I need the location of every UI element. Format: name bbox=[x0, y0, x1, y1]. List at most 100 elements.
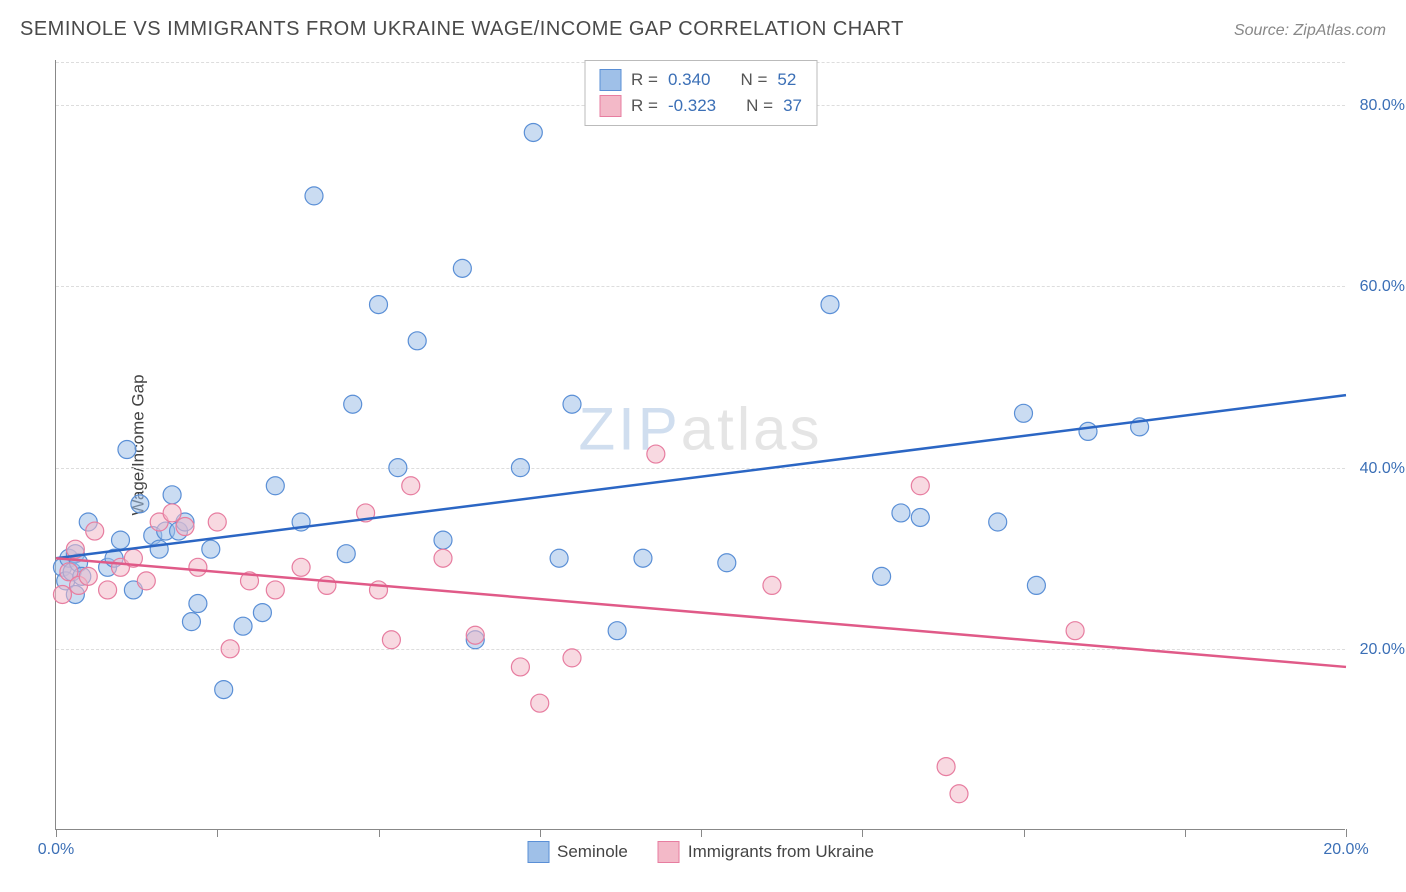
data-point bbox=[79, 567, 97, 585]
data-point bbox=[389, 459, 407, 477]
data-point bbox=[989, 513, 1007, 531]
source-label: Source: ZipAtlas.com bbox=[1234, 22, 1386, 40]
data-point bbox=[305, 187, 323, 205]
data-point bbox=[292, 558, 310, 576]
data-point bbox=[1079, 422, 1097, 440]
data-point bbox=[163, 504, 181, 522]
data-point bbox=[112, 531, 130, 549]
data-point bbox=[718, 554, 736, 572]
data-point bbox=[344, 395, 362, 413]
data-point bbox=[137, 572, 155, 590]
xtick-label: 20.0% bbox=[1323, 841, 1368, 859]
data-point bbox=[911, 508, 929, 526]
data-point bbox=[234, 617, 252, 635]
bottom-legend: Seminole Immigrants from Ukraine bbox=[527, 841, 874, 863]
data-point bbox=[202, 540, 220, 558]
data-point bbox=[118, 441, 136, 459]
legend-swatch-1 bbox=[527, 841, 549, 863]
data-point bbox=[1066, 622, 1084, 640]
chart-title: SEMINOLE VS IMMIGRANTS FROM UKRAINE WAGE… bbox=[20, 18, 904, 41]
data-point bbox=[511, 658, 529, 676]
data-point bbox=[86, 522, 104, 540]
xtick bbox=[540, 829, 541, 837]
data-point bbox=[266, 477, 284, 495]
swatch-series-1 bbox=[599, 69, 621, 91]
trend-line bbox=[56, 395, 1346, 558]
xtick bbox=[701, 829, 702, 837]
data-point bbox=[453, 259, 471, 277]
ytick-label: 40.0% bbox=[1350, 460, 1405, 478]
xtick bbox=[217, 829, 218, 837]
data-point bbox=[382, 631, 400, 649]
xtick bbox=[56, 829, 57, 837]
data-point bbox=[892, 504, 910, 522]
ytick-label: 20.0% bbox=[1350, 641, 1405, 659]
data-point bbox=[370, 296, 388, 314]
xtick bbox=[379, 829, 380, 837]
data-point bbox=[524, 123, 542, 141]
xtick-label: 0.0% bbox=[38, 841, 74, 859]
xtick bbox=[1185, 829, 1186, 837]
trend-line bbox=[56, 558, 1346, 667]
data-point bbox=[911, 477, 929, 495]
stats-row-series-2: R = -0.323 N = 37 bbox=[599, 93, 802, 119]
legend-label-1: Seminole bbox=[557, 842, 628, 862]
data-point bbox=[208, 513, 226, 531]
data-point bbox=[1015, 404, 1033, 422]
xtick bbox=[1024, 829, 1025, 837]
chart-header: SEMINOLE VS IMMIGRANTS FROM UKRAINE WAGE… bbox=[20, 18, 1386, 41]
data-point bbox=[163, 486, 181, 504]
data-point bbox=[408, 332, 426, 350]
stat-r-label: R = bbox=[631, 96, 658, 116]
data-point bbox=[531, 694, 549, 712]
data-point bbox=[402, 477, 420, 495]
ytick-label: 80.0% bbox=[1350, 97, 1405, 115]
data-point bbox=[634, 549, 652, 567]
legend-swatch-2 bbox=[658, 841, 680, 863]
data-point bbox=[873, 567, 891, 585]
data-point bbox=[189, 595, 207, 613]
scatter-plot-svg bbox=[56, 60, 1345, 829]
data-point bbox=[53, 585, 71, 603]
stat-n-label: N = bbox=[746, 96, 773, 116]
data-point bbox=[99, 581, 117, 599]
ytick-label: 60.0% bbox=[1350, 278, 1405, 296]
data-point bbox=[763, 576, 781, 594]
correlation-stats-box: R = 0.340 N = 52 R = -0.323 N = 37 bbox=[584, 60, 817, 126]
chart-area: Wage/Income Gap 20.0%40.0%60.0%80.0% ZIP… bbox=[55, 60, 1345, 830]
data-point bbox=[511, 459, 529, 477]
legend-item-1: Seminole bbox=[527, 841, 628, 863]
data-point bbox=[563, 395, 581, 413]
data-point bbox=[266, 581, 284, 599]
data-point bbox=[821, 296, 839, 314]
stat-n-value-1: 52 bbox=[777, 70, 796, 90]
data-point bbox=[131, 495, 149, 513]
swatch-series-2 bbox=[599, 95, 621, 117]
data-point bbox=[647, 445, 665, 463]
stat-n-label: N = bbox=[740, 70, 767, 90]
data-point bbox=[1027, 576, 1045, 594]
stats-row-series-1: R = 0.340 N = 52 bbox=[599, 67, 802, 93]
data-point bbox=[182, 613, 200, 631]
stat-r-value-2: -0.323 bbox=[668, 96, 716, 116]
data-point bbox=[215, 681, 233, 699]
data-point bbox=[337, 545, 355, 563]
data-point bbox=[563, 649, 581, 667]
data-point bbox=[434, 531, 452, 549]
data-point bbox=[466, 626, 484, 644]
data-point bbox=[150, 540, 168, 558]
data-point bbox=[189, 558, 207, 576]
stat-n-value-2: 37 bbox=[783, 96, 802, 116]
data-point bbox=[176, 518, 194, 536]
data-point bbox=[434, 549, 452, 567]
data-point bbox=[253, 604, 271, 622]
data-point bbox=[937, 758, 955, 776]
data-point bbox=[608, 622, 626, 640]
legend-item-2: Immigrants from Ukraine bbox=[658, 841, 874, 863]
stat-r-value-1: 0.340 bbox=[668, 70, 711, 90]
xtick bbox=[1346, 829, 1347, 837]
stat-r-label: R = bbox=[631, 70, 658, 90]
data-point bbox=[950, 785, 968, 803]
data-point bbox=[221, 640, 239, 658]
data-point bbox=[318, 576, 336, 594]
